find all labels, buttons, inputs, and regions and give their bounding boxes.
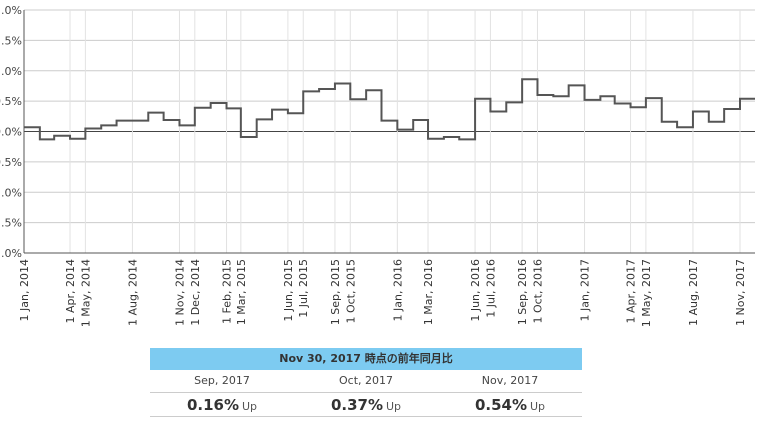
value-cell: 0.16% Up (150, 393, 294, 416)
y-tick-label: 0.0% (0, 126, 22, 139)
y-tick-label: 1.5% (0, 34, 22, 47)
direction: Up (242, 400, 258, 413)
value-cell: 0.37% Up (294, 393, 438, 416)
y-tick-label: -1.0% (0, 186, 22, 199)
x-tick-label: 1 Aug, 2014 (126, 259, 139, 326)
y-tick-label: -2.0% (0, 247, 22, 260)
summary-title: Nov 30, 2017 時点の前年同月比 (150, 348, 582, 370)
direction: Up (530, 400, 546, 413)
value: 0.16% (186, 396, 239, 414)
x-tick-label: 1 Mar, 2015 (235, 259, 248, 325)
y-tick-label: 1.0% (0, 65, 22, 78)
x-tick-label: 1 Oct, 2016 (531, 259, 544, 324)
month-label: Sep, 2017 (194, 374, 250, 387)
month-label: Nov, 2017 (481, 374, 539, 387)
x-tick-label: 1 Oct, 2015 (344, 259, 357, 324)
direction: Up (386, 400, 402, 413)
x-tick-label: 1 Nov, 2017 (734, 259, 747, 326)
x-tick-label: 1 Jul, 2015 (297, 259, 310, 318)
x-tick-label: 1 Sep, 2016 (516, 259, 529, 325)
summary-table: Nov 30, 2017 時点の前年同月比 Sep, 2017 Oct, 201… (150, 348, 582, 417)
x-tick-label: 1 Jan, 2017 (579, 259, 592, 321)
value: 0.54% (474, 396, 527, 414)
x-tick-label: 1 Nov, 2014 (173, 259, 186, 326)
series-line (24, 78, 755, 141)
yoy-chart: 2.0% 1.5% 1.0% 0.5% 0.0% -0.5% -1.0% -1.5% -2.0%… (0, 4, 755, 327)
y-tick-label: -1.5% (0, 217, 22, 230)
value: 0.37% (330, 396, 383, 414)
month-label: Oct, 2017 (338, 374, 393, 387)
x-tick-label: 1 May, 2017 (640, 259, 653, 327)
x-tick-label: 1 Mar, 2016 (422, 259, 435, 325)
y-tick-label: 2.0% (0, 4, 22, 17)
x-tick-label: 1 Dec, 2014 (189, 259, 202, 326)
x-tick-label: 1 Sep, 2015 (329, 259, 342, 325)
x-tick-label: 1 Feb, 2015 (221, 259, 234, 324)
y-tick-label: -0.5% (0, 156, 22, 169)
y-tick-label: 0.5% (0, 95, 22, 108)
x-tick-label: 1 Jan, 2016 (391, 259, 404, 321)
x-tick-label: 1 Aug, 2017 (687, 259, 700, 326)
x-tick-label: 1 Apr, 2014 (64, 259, 77, 324)
x-tick-label: 1 Apr, 2017 (625, 259, 638, 324)
x-tick-label: 1 Jul, 2016 (484, 259, 497, 318)
x-tick-label: 1 May, 2014 (79, 259, 92, 327)
x-tick-label: 1 Jun, 2015 (282, 259, 295, 322)
x-tick-label: 1 Jan, 2014 (18, 259, 31, 321)
x-tick-label: 1 Jun, 2016 (469, 259, 482, 322)
value-cell: 0.54% Up (438, 393, 582, 416)
